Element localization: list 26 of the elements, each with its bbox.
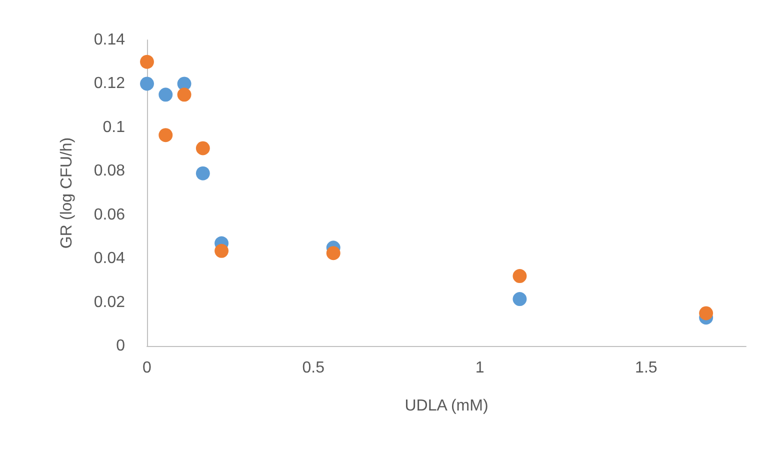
- y-tick-label: 0.12: [94, 75, 126, 92]
- y-tick-label: 0.14: [94, 32, 126, 48]
- point: [214, 244, 229, 258]
- y-tick-label: 0.02: [94, 294, 126, 311]
- x-tick-label: 0.5: [302, 360, 325, 376]
- y-tick-label: 0: [116, 338, 126, 354]
- y-tick-label: 0.08: [94, 162, 126, 180]
- point: [512, 269, 527, 284]
- point: [699, 306, 714, 320]
- point: [177, 88, 192, 102]
- x-tick-label: 0: [142, 360, 152, 376]
- point: [326, 246, 340, 260]
- point: [158, 128, 173, 142]
- y-tick-label: 0.06: [94, 206, 126, 224]
- x-tick-label: 1.5: [635, 360, 658, 376]
- x-tick-label: 1: [475, 360, 484, 376]
- point: [196, 166, 210, 180]
- point: [512, 292, 527, 306]
- point: [140, 54, 154, 69]
- point: [140, 76, 154, 91]
- point: [196, 141, 210, 156]
- point: [158, 88, 173, 102]
- y-tick-label: 0.1: [102, 118, 126, 136]
- y-tick-label: 0.04: [94, 250, 126, 268]
- x-axis-title: UDLA (mM): [404, 398, 488, 414]
- y-axis-title: GR (log CFU/h): [58, 137, 76, 249]
